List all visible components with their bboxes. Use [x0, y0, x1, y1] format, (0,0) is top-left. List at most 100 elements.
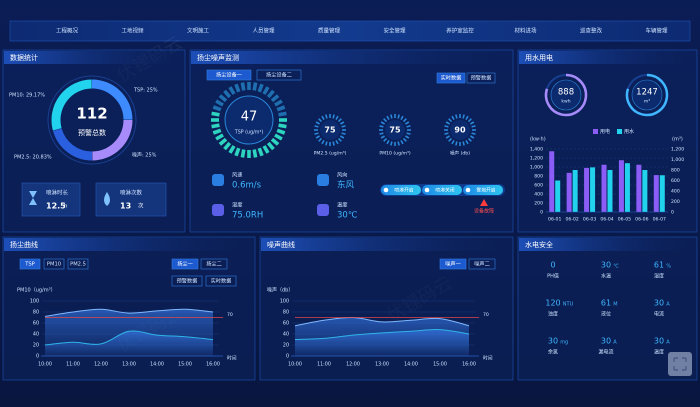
y-tick-label: 800	[534, 174, 543, 180]
tab[interactable]	[468, 258, 496, 270]
gauge-tick	[390, 141, 393, 146]
x-tick-label: 15:00	[178, 362, 192, 368]
segment-label: PM10: 29.17%	[9, 93, 45, 99]
nav-item[interactable]: 文明施工	[187, 27, 210, 35]
weather-icon	[212, 204, 224, 216]
y-tick-label: 200	[534, 201, 543, 207]
gauge-tick	[257, 147, 264, 157]
nav-item[interactable]: 人员管理	[252, 27, 275, 35]
gauge-tick	[339, 121, 345, 125]
gauge-tick	[341, 132, 346, 135]
control-button[interactable]	[463, 185, 503, 195]
nav-item[interactable]: 养护室监控	[446, 27, 474, 35]
donut-track	[47, 75, 137, 165]
gauge-tick	[215, 99, 224, 107]
y-tick-label: 0	[671, 210, 674, 216]
card-value: 12.5	[46, 202, 66, 211]
gauge-tick	[339, 135, 345, 139]
axis-label: 噪声（db）	[267, 287, 293, 294]
tab[interactable]	[205, 275, 237, 287]
safety-label: 余氯	[548, 349, 558, 356]
nav-item[interactable]: 材料进场	[514, 27, 537, 35]
nav-item[interactable]: 车辆管理	[645, 27, 668, 35]
x-tick-label: 06-04	[600, 217, 613, 223]
safety-label: PH值	[547, 273, 559, 280]
panel-header	[191, 51, 512, 64]
safety-label: 漏电流	[598, 349, 613, 356]
gauge-tick	[274, 133, 283, 141]
line	[294, 329, 470, 340]
gauge-tick	[240, 149, 246, 158]
nav-item[interactable]: 质量管理	[318, 27, 341, 35]
x-tick-label: 14:00	[404, 362, 418, 368]
gauge-inner	[450, 120, 470, 140]
x-tick-label: 12:00	[94, 362, 108, 368]
tab[interactable]	[439, 258, 467, 270]
tab-label: PM2.5	[70, 262, 86, 268]
bar	[584, 167, 590, 212]
tab[interactable]	[206, 69, 252, 81]
gauge-value: 75	[389, 126, 401, 135]
y-tick-label: 1,400	[530, 147, 543, 153]
safety-unit: A	[666, 340, 670, 346]
y-tick-label: 100	[30, 299, 39, 305]
tab[interactable]	[171, 275, 203, 287]
weather-icon	[317, 204, 329, 216]
gauge-inner	[320, 120, 340, 140]
gauge-tick	[455, 141, 458, 146]
safety-value: 30	[654, 337, 664, 346]
gauge-tick	[451, 115, 455, 121]
gauge-tick	[404, 121, 410, 125]
control-button[interactable]	[422, 185, 462, 195]
gauge-label: PM2.5 (ug/m³)	[314, 151, 347, 157]
gauge-tick	[397, 114, 400, 119]
x-tick-label: 16:00	[206, 362, 220, 368]
button-dot	[465, 187, 471, 193]
tab[interactable]	[43, 258, 65, 270]
panel-title: 水电安全	[525, 240, 553, 249]
y-tick-label: 200	[671, 199, 680, 205]
x-tick-label: 10:00	[288, 362, 302, 368]
card-value: 13	[120, 202, 131, 211]
y-tick-label: 600	[671, 178, 680, 184]
tab[interactable]	[466, 72, 496, 84]
gauge-tick	[471, 125, 476, 128]
donut-segment	[52, 128, 93, 161]
nav-item[interactable]: 工地视频	[121, 27, 144, 35]
tab[interactable]	[19, 258, 41, 270]
tab[interactable]	[171, 258, 199, 270]
tab[interactable]	[256, 69, 302, 81]
gauge-tick	[379, 125, 384, 128]
x-tick-label: 10:00	[38, 362, 52, 368]
control-button[interactable]	[381, 185, 421, 195]
gauge-tick	[386, 139, 390, 145]
x-tick-label: 12:00	[346, 362, 360, 368]
bar	[618, 160, 624, 212]
nav-item[interactable]: 巡查整改	[580, 27, 603, 35]
panel-header	[4, 51, 184, 64]
gauge-tick	[383, 137, 388, 142]
x-tick-label: 15:00	[433, 362, 447, 368]
panel-header	[4, 238, 254, 251]
y-tick-label: 1,200	[671, 147, 684, 153]
gauge-value: 75	[324, 126, 336, 135]
gauge-tick	[448, 137, 453, 142]
tab-label: 扬尘设备二	[266, 71, 292, 79]
tab[interactable]	[200, 258, 228, 270]
button-dot	[383, 187, 389, 193]
gauge-tick	[266, 141, 275, 151]
gauge-tick	[380, 135, 386, 139]
axis-label: (m³)	[672, 137, 683, 143]
gauge-tick	[252, 82, 258, 91]
nav-item[interactable]: 工程概况	[56, 27, 79, 35]
nav-item[interactable]: 安全管理	[383, 27, 406, 35]
weather-icon	[317, 174, 329, 186]
tab[interactable]	[67, 258, 89, 270]
gauge-inner	[631, 79, 663, 111]
gauge-label: PM10 (ug/m³)	[379, 151, 411, 157]
gauge-tick	[314, 132, 319, 135]
safety-value: 0	[550, 261, 555, 270]
y-tick-label: 80	[33, 310, 39, 316]
tab[interactable]	[436, 72, 466, 84]
